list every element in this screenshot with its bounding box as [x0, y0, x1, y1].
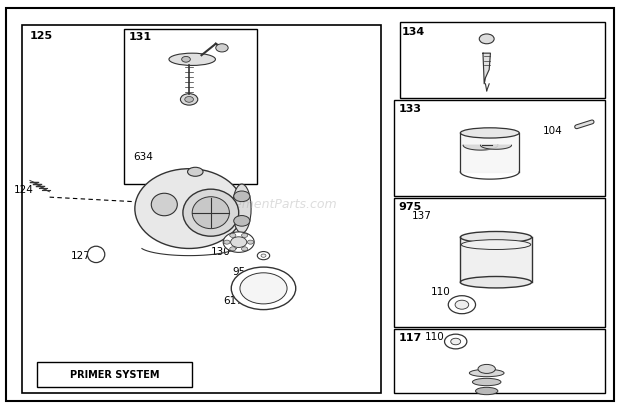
- Circle shape: [257, 252, 270, 260]
- Circle shape: [247, 240, 254, 244]
- FancyBboxPatch shape: [124, 29, 257, 184]
- Circle shape: [224, 240, 230, 244]
- Circle shape: [240, 273, 287, 304]
- Text: 110: 110: [425, 333, 445, 342]
- Polygon shape: [463, 145, 498, 150]
- Ellipse shape: [192, 197, 229, 229]
- Circle shape: [180, 94, 198, 105]
- Ellipse shape: [135, 169, 243, 248]
- FancyBboxPatch shape: [394, 329, 604, 393]
- Text: 617: 617: [223, 296, 243, 306]
- Text: 130: 130: [211, 247, 231, 256]
- Circle shape: [229, 247, 236, 251]
- Circle shape: [229, 234, 236, 238]
- Text: 104: 104: [542, 126, 562, 136]
- Ellipse shape: [472, 378, 501, 386]
- Circle shape: [242, 247, 248, 251]
- Circle shape: [182, 56, 190, 62]
- Text: 137: 137: [412, 211, 432, 220]
- Ellipse shape: [151, 193, 177, 216]
- Circle shape: [451, 338, 461, 345]
- Circle shape: [231, 267, 296, 310]
- Circle shape: [448, 296, 476, 314]
- Ellipse shape: [460, 276, 532, 288]
- Circle shape: [216, 44, 228, 52]
- Text: 634: 634: [133, 153, 153, 162]
- Text: 127: 127: [71, 251, 91, 261]
- Circle shape: [445, 334, 467, 349]
- Circle shape: [223, 232, 254, 252]
- FancyBboxPatch shape: [394, 198, 604, 327]
- Ellipse shape: [476, 387, 498, 395]
- Polygon shape: [483, 53, 490, 84]
- Circle shape: [234, 216, 250, 226]
- Text: 125: 125: [30, 31, 53, 40]
- FancyBboxPatch shape: [6, 8, 614, 401]
- Text: PRIMER SYSTEM: PRIMER SYSTEM: [70, 370, 159, 380]
- Circle shape: [231, 237, 247, 247]
- Ellipse shape: [187, 167, 203, 176]
- Ellipse shape: [232, 184, 251, 233]
- Ellipse shape: [460, 128, 520, 138]
- Text: 95: 95: [232, 267, 246, 277]
- Ellipse shape: [478, 364, 495, 373]
- Text: 117: 117: [399, 333, 422, 343]
- FancyBboxPatch shape: [22, 25, 381, 393]
- Circle shape: [234, 191, 250, 202]
- Ellipse shape: [183, 189, 239, 236]
- Ellipse shape: [469, 369, 504, 377]
- Text: 134: 134: [402, 27, 425, 36]
- Ellipse shape: [87, 246, 105, 263]
- Circle shape: [185, 97, 193, 102]
- Circle shape: [479, 34, 494, 44]
- FancyBboxPatch shape: [400, 22, 604, 98]
- Circle shape: [242, 234, 248, 238]
- Text: 131: 131: [129, 32, 152, 42]
- Circle shape: [455, 300, 469, 309]
- Text: eReplacementParts.com: eReplacementParts.com: [184, 198, 337, 211]
- Ellipse shape: [169, 53, 216, 65]
- Text: 975: 975: [399, 202, 422, 212]
- Ellipse shape: [461, 240, 531, 249]
- Text: 110: 110: [431, 288, 451, 297]
- FancyBboxPatch shape: [37, 362, 192, 387]
- FancyBboxPatch shape: [460, 237, 531, 282]
- Text: 124: 124: [14, 185, 33, 195]
- Text: 133: 133: [399, 104, 422, 114]
- FancyBboxPatch shape: [394, 100, 604, 196]
- Circle shape: [261, 254, 266, 257]
- Ellipse shape: [460, 231, 532, 243]
- Polygon shape: [480, 145, 511, 149]
